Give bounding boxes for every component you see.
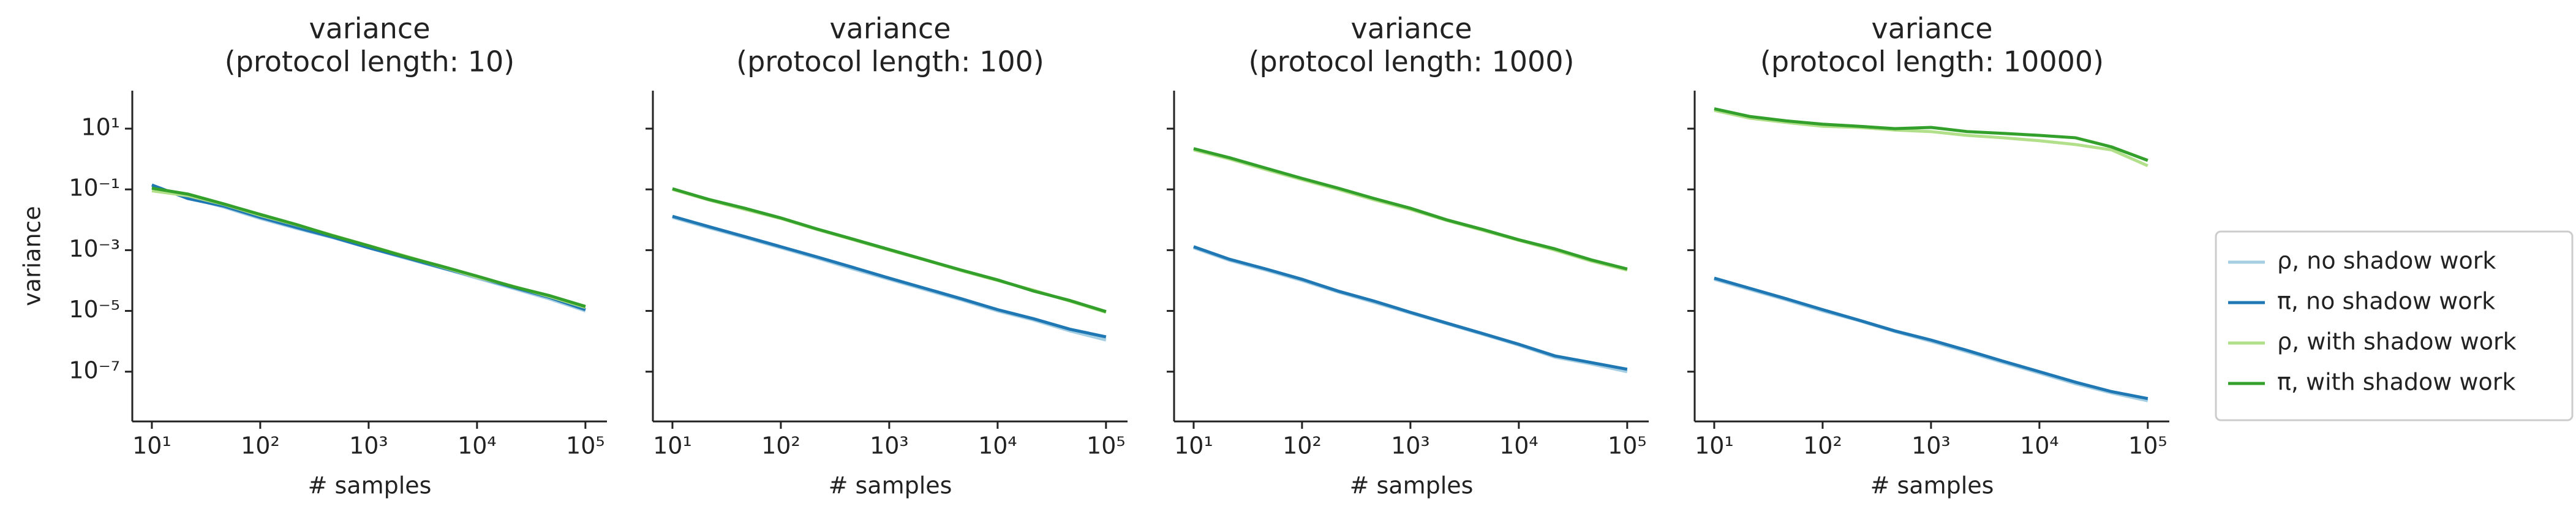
series-line	[1714, 107, 2149, 162]
y-tick-label: 10⁻⁵	[69, 296, 120, 323]
x-tick-label: 10⁴	[978, 432, 1017, 459]
x-tick-label: 10⁵	[566, 432, 605, 459]
chart-title: (protocol length: 1000)	[1249, 45, 1575, 78]
x-tick-label: 10⁵	[2128, 432, 2167, 459]
x-tick-label: 10⁵	[1087, 432, 1126, 459]
x-axis-label: # samples	[829, 472, 952, 499]
x-tick-label: 10⁴	[1499, 432, 1538, 459]
y-tick-label: 10¹	[81, 114, 120, 141]
legend-label: π, with shadow work	[2277, 369, 2515, 396]
legend-label: ρ, no shadow work	[2277, 247, 2496, 274]
series-line	[1714, 276, 2149, 401]
x-tick-label: 10⁴	[2020, 432, 2059, 459]
x-tick-label: 10³	[349, 432, 388, 459]
x-tick-label: 10⁴	[458, 432, 497, 459]
x-tick-label: 10¹	[1174, 432, 1213, 459]
chart-title: variance	[1350, 12, 1472, 45]
series-line	[1193, 245, 1628, 371]
x-tick-label: 10²	[1282, 432, 1322, 459]
series-line	[672, 187, 1107, 314]
x-tick-label: 10³	[870, 432, 909, 459]
x-tick-label: 10²	[241, 432, 280, 459]
x-axis-label: # samples	[1350, 472, 1474, 499]
legend: ρ, no shadow work π, no shadow work ρ, wit…	[2215, 230, 2574, 421]
series-line	[151, 186, 586, 308]
chart-title: (protocol length: 10000)	[1760, 45, 2104, 78]
series-line	[1714, 108, 2149, 167]
x-tick-label: 10⁵	[1608, 432, 1647, 459]
y-tick-label: 10⁻³	[69, 235, 120, 262]
x-tick-label: 10¹	[132, 432, 171, 459]
series-line	[672, 214, 1107, 339]
x-axis-label: # samples	[1870, 472, 1994, 499]
chart-title: variance	[829, 12, 951, 45]
x-tick-label: 10³	[1391, 432, 1430, 459]
chart-title: variance	[309, 12, 430, 45]
chart-title: (protocol length: 10)	[225, 45, 514, 78]
x-tick-label: 10¹	[653, 432, 692, 459]
y-tick-label: 10⁻⁷	[69, 357, 120, 383]
y-tick-label: 10⁻¹	[69, 175, 120, 202]
x-tick-label: 10²	[1803, 432, 1842, 459]
y-axis-label: variance	[19, 206, 46, 306]
x-tick-label: 10¹	[1695, 432, 1734, 459]
chart-title: (protocol length: 100)	[736, 45, 1044, 78]
x-axis-label: # samples	[308, 472, 432, 499]
series-line	[1193, 147, 1628, 271]
legend-label: π, no shadow work	[2277, 288, 2495, 315]
legend-frame	[2215, 230, 2574, 421]
legend-label: ρ, with shadow work	[2277, 328, 2517, 355]
chart-title: variance	[1871, 12, 1992, 45]
x-tick-label: 10³	[1911, 432, 1951, 459]
x-tick-label: 10²	[761, 432, 800, 459]
